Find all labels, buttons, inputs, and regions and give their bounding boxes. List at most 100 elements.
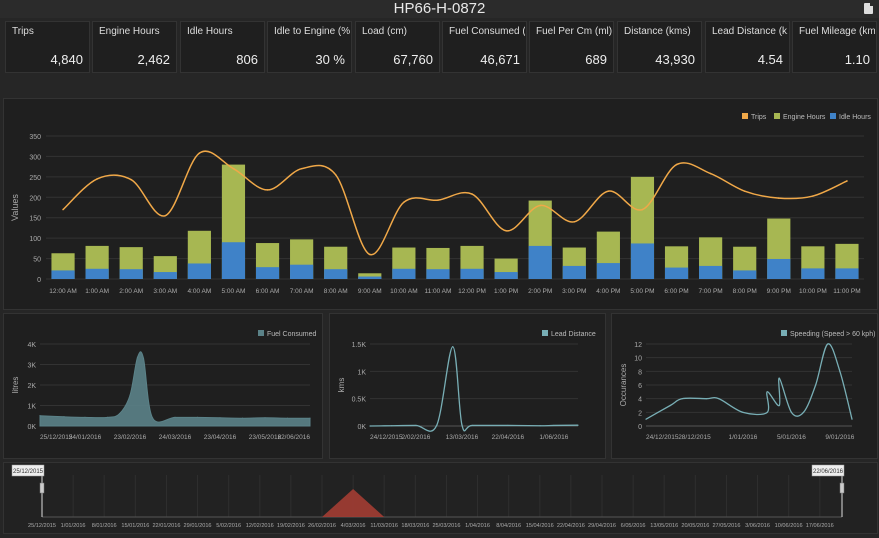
idle-hours-bar bbox=[358, 276, 382, 279]
data-point bbox=[815, 384, 817, 386]
trips-point bbox=[232, 167, 235, 170]
legend-swatch bbox=[774, 113, 780, 119]
y-tick-label: 100 bbox=[29, 236, 41, 243]
x-tick-label: 4:00 AM bbox=[187, 288, 211, 295]
trips-point bbox=[573, 221, 576, 223]
kpi-value: 1.10 bbox=[844, 52, 870, 67]
nav-tick-label: 29/01/2016 bbox=[184, 523, 212, 529]
x-tick-label: 23/04/2016 bbox=[204, 434, 237, 441]
nav-tick-label: 25/03/2016 bbox=[432, 523, 460, 529]
data-point bbox=[790, 411, 793, 413]
data-point bbox=[39, 415, 41, 417]
data-point bbox=[84, 416, 86, 418]
kpi-label: Lead Distance (k... bbox=[712, 26, 788, 37]
data-point bbox=[196, 416, 199, 418]
kpi-fuel-per-cm: Fuel Per Cm (ml) 689 bbox=[529, 21, 614, 73]
nav-tick-label: 3/06/2016 bbox=[745, 523, 770, 529]
x-tick-label: 11:00 PM bbox=[833, 288, 860, 295]
data-point bbox=[241, 417, 244, 419]
data-point bbox=[839, 370, 841, 372]
idle-hours-bar bbox=[664, 267, 689, 279]
nav-tick-label: 8/04/2016 bbox=[496, 523, 521, 529]
idle-hours-bar bbox=[324, 269, 348, 279]
x-tick-label: 23/05/2016 bbox=[249, 434, 282, 441]
data-point bbox=[118, 413, 121, 415]
trips-point bbox=[437, 199, 439, 201]
nav-tick-label: 4/03/2016 bbox=[341, 523, 366, 529]
data-point bbox=[415, 424, 417, 427]
range-navigator-panel[interactable]: 25/12/2015 1/01/2016 8/01/2016 15/01/2016 22… bbox=[3, 462, 878, 534]
data-point bbox=[778, 404, 780, 407]
x-tick-label: 2:00 AM bbox=[119, 288, 143, 295]
nav-area bbox=[322, 489, 385, 517]
y-tick-label: 0 bbox=[638, 424, 642, 431]
x-tick-label: 7:00 PM bbox=[699, 288, 723, 295]
y-axis-label: Occurances bbox=[619, 364, 628, 407]
idle-hours-bar bbox=[699, 265, 723, 279]
x-tick-label: 3:00 PM bbox=[562, 288, 586, 295]
legend-label: Trips bbox=[751, 114, 767, 121]
nav-tick-label: 22/01/2016 bbox=[152, 523, 180, 529]
data-point bbox=[851, 418, 853, 420]
speeding-chart: 0 2 4 6 8 10 12 Occurances 24/12/2015 28/12/2015 1… bbox=[619, 330, 875, 441]
kpi-label: Fuel Per Cm (ml) bbox=[536, 26, 612, 37]
nav-tick-label: 15/01/2016 bbox=[121, 523, 149, 529]
range-navigator[interactable]: 25/12/2015 1/01/2016 8/01/2016 15/01/2016 22… bbox=[4, 463, 877, 533]
x-tick-label: 28/12/2015 bbox=[678, 434, 711, 441]
legend-label: Lead Distance bbox=[551, 331, 596, 338]
fuel-consumed-panel: 0K 1K 2K 3K 4K litres 25/12/2015 24/01/2016 23/0… bbox=[3, 313, 323, 459]
lead-distance-panel: 0K 0.5K 1K 1.5K kms 24/12/2015 2/02/2016 13/03/… bbox=[329, 313, 606, 459]
idle-hours-bar bbox=[494, 272, 518, 279]
data-area bbox=[39, 351, 311, 427]
x-tick-label: 10:00 AM bbox=[390, 288, 417, 295]
y-tick-label: 300 bbox=[29, 154, 41, 161]
trips-point bbox=[607, 190, 610, 192]
nav-tick-label: 26/02/2016 bbox=[308, 523, 336, 529]
x-tick-label: 11:00 AM bbox=[424, 288, 451, 295]
trips-point bbox=[471, 193, 473, 195]
nav-tick-label: 11/03/2016 bbox=[370, 523, 398, 529]
x-tick-label: 8:00 AM bbox=[324, 288, 348, 295]
trips-line bbox=[62, 150, 848, 256]
trips-point bbox=[539, 204, 542, 207]
x-tick-label: 1/06/2016 bbox=[539, 434, 568, 441]
x-tick-label: 7:00 AM bbox=[290, 288, 314, 295]
kpi-label: Load (cm) bbox=[362, 26, 408, 37]
data-point bbox=[136, 356, 139, 358]
trips-point bbox=[266, 189, 269, 191]
data-point bbox=[778, 377, 780, 379]
nav-tick-label: 29/04/2016 bbox=[588, 523, 616, 529]
kpi-value: 4,840 bbox=[50, 52, 83, 67]
x-tick-label: 3:00 AM bbox=[153, 288, 177, 295]
x-tick-label: 23/02/2016 bbox=[114, 434, 147, 441]
trips-point bbox=[641, 208, 644, 211]
y-tick-label: 4 bbox=[638, 397, 642, 404]
x-tick-label: 2:00 PM bbox=[528, 288, 552, 295]
y-tick-label: 250 bbox=[29, 175, 41, 182]
idle-hours-bar bbox=[528, 245, 552, 279]
engine-hours-bar bbox=[358, 273, 382, 279]
legend-swatch bbox=[542, 330, 548, 336]
data-point bbox=[142, 357, 145, 359]
speeding-panel: 0 2 4 6 8 10 12 Occurances 24/12/2015 28/12/2015 1… bbox=[611, 313, 878, 459]
idle-hours-bar bbox=[153, 272, 177, 279]
y-tick-label: 350 bbox=[29, 134, 41, 141]
y-tick-label: 2 bbox=[638, 410, 642, 417]
kpi-value: 4.54 bbox=[757, 52, 783, 67]
pdf-export-icon[interactable] bbox=[864, 3, 873, 14]
data-point bbox=[106, 416, 109, 418]
trips-point bbox=[62, 208, 64, 211]
x-tick-label: 8:00 PM bbox=[733, 288, 757, 295]
kpi-value: 46,671 bbox=[480, 52, 520, 67]
kpi-load: Load (cm) 67,760 bbox=[355, 21, 440, 73]
kpi-value: 67,760 bbox=[393, 52, 433, 67]
y-axis-label: Values bbox=[10, 194, 20, 221]
data-point bbox=[174, 416, 176, 418]
data-point bbox=[802, 411, 805, 413]
y-tick-label: 150 bbox=[29, 216, 41, 223]
x-tick-label: 25/12/2015 bbox=[40, 434, 73, 441]
kpi-value: 2,462 bbox=[137, 52, 170, 67]
idle-hours-bar bbox=[187, 263, 211, 279]
